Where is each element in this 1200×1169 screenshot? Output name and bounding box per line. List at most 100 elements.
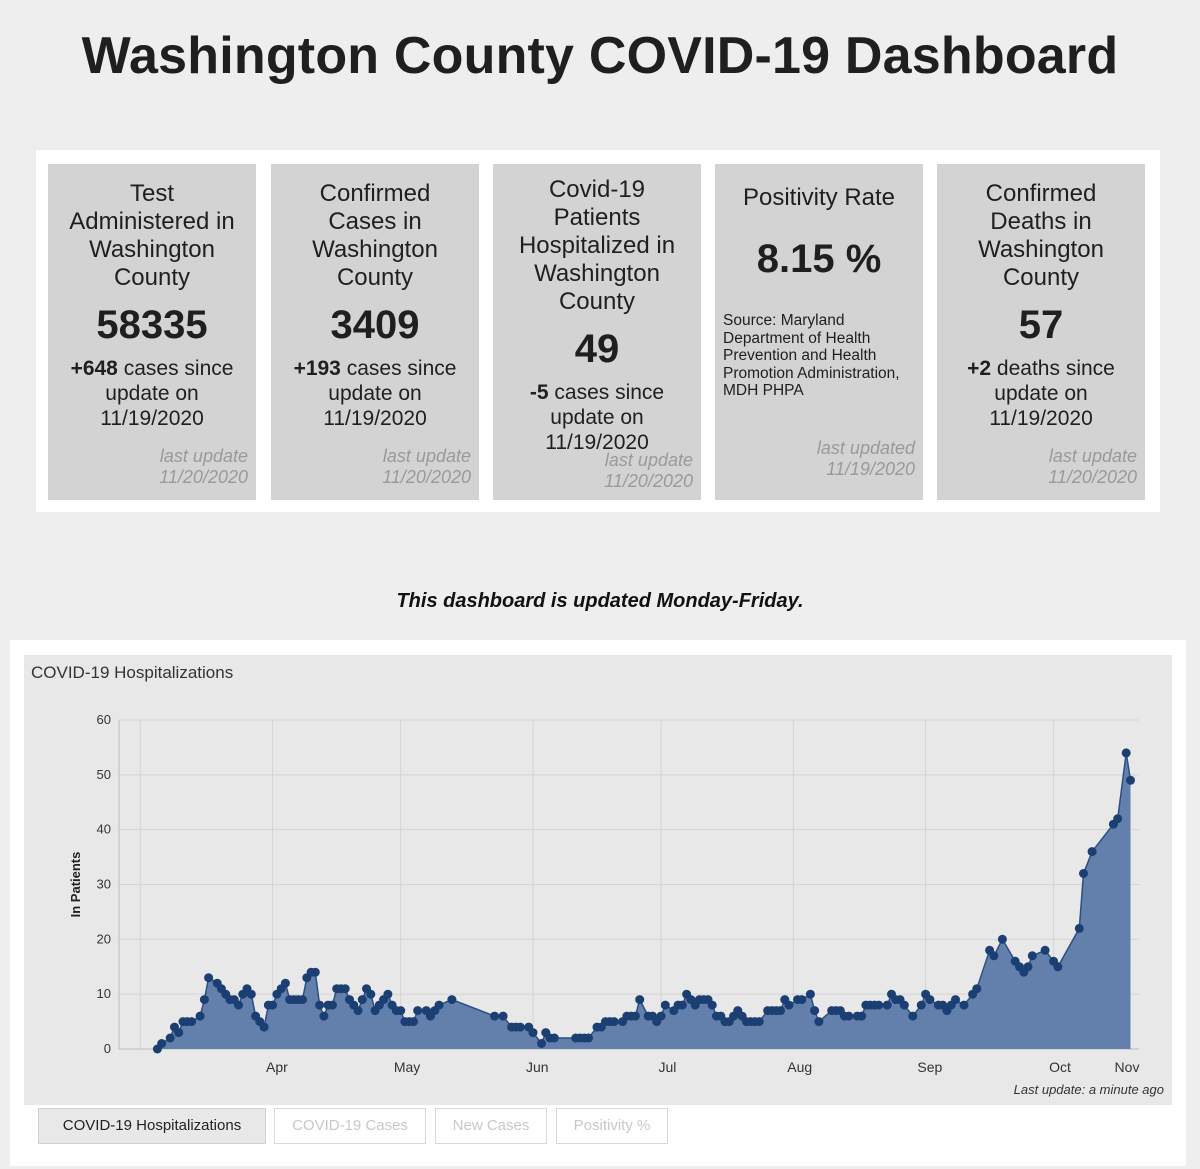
data-point [874, 1000, 884, 1010]
data-point [157, 1039, 167, 1048]
data-point [784, 1000, 794, 1010]
data-point [413, 1006, 423, 1016]
data-point [315, 1000, 325, 1010]
data-point [857, 1011, 867, 1021]
stat-card-title-line: Washington [534, 260, 660, 287]
data-point [707, 1000, 717, 1010]
stat-card-change-text: update on [550, 406, 644, 429]
last-update-text: Last update: a minute ago [1013, 1082, 1164, 1097]
x-tick-label: Apr [266, 1059, 288, 1075]
stat-card-last-update-line: last update [1048, 446, 1137, 466]
stat-card-tests-administered: Test Administered in Washington County 58335… [48, 164, 256, 500]
stat-card-last-update: last update 11/20/2020 [382, 446, 471, 488]
data-point [972, 984, 982, 994]
stat-card-source-line: MDH PHPA [723, 382, 804, 399]
data-point [549, 1033, 559, 1043]
stat-card-change-value: +2 [967, 357, 992, 380]
data-point [409, 1017, 418, 1027]
data-point [366, 989, 376, 999]
stat-card-title-line: Confirmed [319, 180, 431, 207]
stat-card-change-text: 11/19/2020 [323, 407, 427, 430]
data-point [814, 1017, 824, 1027]
data-point [515, 1022, 525, 1032]
chart-title: COVID-19 Hospitalizations [31, 663, 234, 682]
stat-card-last-update-line: 11/20/2020 [1048, 467, 1137, 487]
data-point [490, 1011, 500, 1021]
y-tick-label: 50 [97, 767, 111, 782]
stat-card-change-text: 11/19/2020 [989, 407, 1093, 430]
stat-card-last-update-line: last update [382, 446, 471, 466]
page-title: Washington County COVID-19 Dashboard [81, 27, 1119, 85]
data-point [1113, 814, 1123, 824]
x-tick-label: Oct [1049, 1059, 1071, 1075]
stat-card-change-text: update on [105, 382, 199, 405]
y-tick-label: 40 [97, 822, 111, 837]
stat-card-title-line: Administered in [69, 208, 235, 235]
stat-card-title-line: Washington [312, 236, 438, 263]
data-point [259, 1022, 269, 1032]
stat-card-title-line: Cases in [328, 208, 422, 235]
stat-card-change-text: cases since [117, 357, 234, 380]
data-point [246, 989, 256, 999]
data-point [1027, 951, 1037, 961]
x-tick-label: Jun [526, 1059, 549, 1075]
chart-area: COVID-19 Hospitalizations 0 10 20 30 40 50 60 A… [24, 655, 1172, 1105]
stat-card-value: 49 [574, 327, 620, 371]
area-fill [157, 752, 1131, 1049]
data-point [916, 1000, 926, 1010]
data-point [925, 995, 935, 1005]
data-point [204, 973, 214, 983]
stat-card-change-text: cases since [340, 357, 457, 380]
stat-card-title-line: Deaths in [990, 208, 1092, 235]
data-point [174, 1028, 184, 1038]
stat-card-hospitalized: Covid-19 Patients Hospitalized in Washingto… [493, 164, 701, 500]
stat-card-source-line: Department of Health [723, 329, 871, 347]
stat-card-title-line: Test [129, 180, 174, 207]
stat-card-change: +648 cases since update on 11/19/2020 [56, 356, 248, 431]
data-point [340, 984, 350, 994]
data-point [537, 1039, 546, 1048]
data-point [1126, 775, 1135, 785]
y-tick-label: 60 [97, 712, 111, 727]
data-point [195, 1011, 205, 1021]
tab-covid-cases[interactable]: COVID-19 Cases [274, 1108, 426, 1144]
stat-card-positivity-rate: Positivity Rate 8.15 % Source: Maryland Dep… [715, 164, 923, 500]
tab-covid-hospitalizations[interactable]: COVID-19 Hospitalizations [38, 1108, 266, 1144]
tab-new-cases[interactable]: New Cases [435, 1108, 547, 1144]
data-point [310, 967, 320, 977]
stat-card-title: Confirmed Cases in Washington County [279, 180, 471, 292]
stat-card-source-line: Prevention and Health [723, 347, 877, 364]
data-point [908, 1011, 918, 1021]
stat-card-last-update-line: 11/19/2020 [826, 459, 915, 479]
data-point [609, 1017, 619, 1027]
stat-card-title-line: County [336, 264, 414, 291]
hospitalizations-chart: 0 10 20 30 40 50 60 Apr May Jun Jul Aug Sep Oct Nov In … [68, 712, 1139, 1075]
x-tick-label: Jul [658, 1059, 676, 1075]
data-point [434, 1000, 444, 1010]
stat-card-change: +193 cases since update on 11/19/2020 [279, 356, 471, 431]
tab-positivity[interactable]: Positivity % [556, 1108, 668, 1144]
data-point [396, 1006, 406, 1016]
data-point [298, 995, 307, 1005]
data-point [187, 1017, 197, 1027]
data-point [882, 1000, 892, 1010]
data-point [656, 1011, 666, 1021]
data-point [327, 1000, 337, 1010]
stat-card-source-line: Promotion Administration, [723, 364, 900, 382]
data-point [268, 1000, 278, 1010]
data-point [844, 1011, 854, 1021]
data-point [989, 951, 999, 961]
stat-card-title-line: Hospitalized in [518, 232, 676, 259]
data-point [635, 995, 645, 1005]
stat-card-last-update-line: 11/20/2020 [382, 467, 471, 487]
stat-card-title-line: Confirmed [985, 180, 1097, 207]
data-point [199, 995, 209, 1005]
data-point [357, 995, 367, 1005]
stat-card-change: -5 cases since update on 11/19/2020 [501, 380, 693, 455]
data-point [280, 978, 290, 988]
data-point [810, 1006, 820, 1016]
stat-card-change-value: +193 [293, 357, 341, 380]
stat-card-change-text: 11/19/2020 [545, 431, 649, 454]
stat-card-value: 58335 [96, 303, 208, 347]
data-point [1023, 962, 1033, 972]
